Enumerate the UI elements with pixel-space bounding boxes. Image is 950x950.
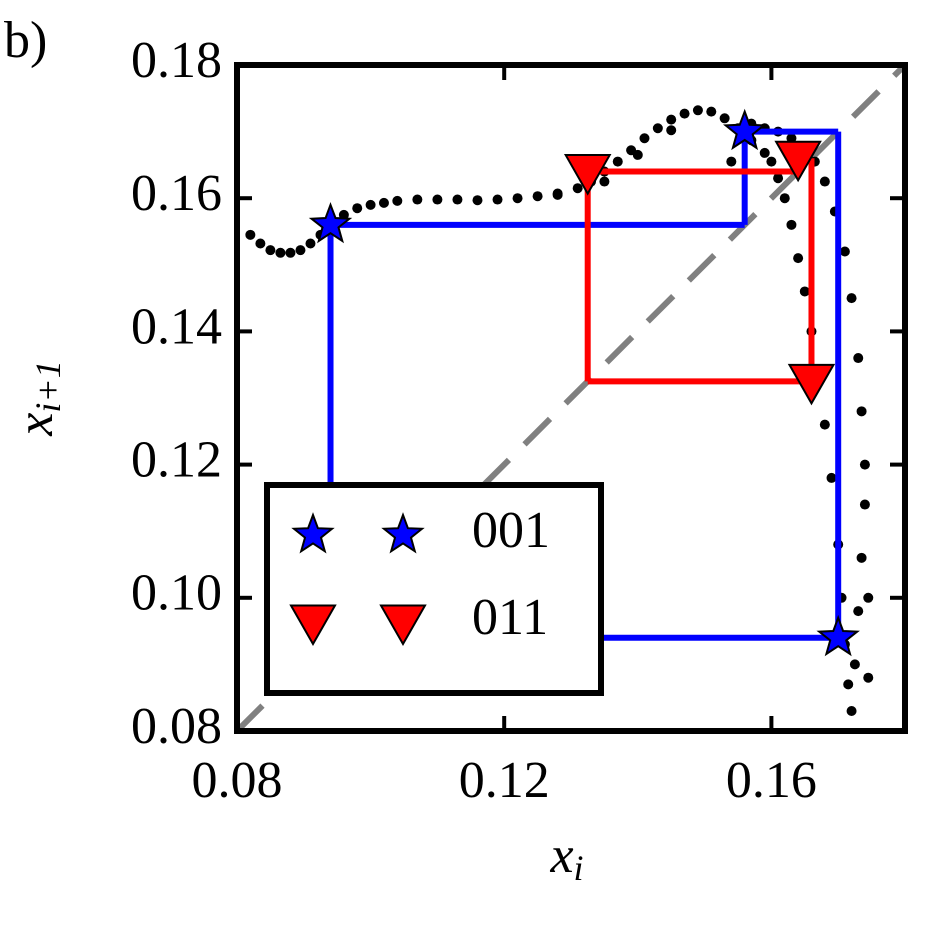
- point: [766, 156, 777, 167]
- legend-label: 001: [472, 502, 550, 559]
- point: [666, 114, 677, 125]
- point: [532, 191, 543, 202]
- point: [856, 552, 867, 563]
- point: [856, 406, 867, 417]
- point: [849, 659, 860, 670]
- y-axis-label-base: x: [7, 413, 64, 437]
- point: [275, 247, 286, 258]
- point: [632, 149, 643, 160]
- x-tick-label: 0.16: [726, 752, 817, 809]
- y-axis-label: xi+1: [7, 360, 68, 436]
- point: [779, 193, 790, 204]
- point: [863, 592, 874, 603]
- point: [432, 194, 443, 205]
- legend-label: 011: [472, 589, 548, 646]
- point: [492, 194, 503, 205]
- point: [679, 108, 690, 119]
- point: [826, 472, 837, 483]
- y-axis-label-sub: i+1: [28, 360, 68, 412]
- point: [706, 106, 717, 117]
- diagonal: [234, 62, 908, 734]
- point: [839, 246, 850, 257]
- point: [863, 672, 874, 683]
- plot-area: 0.080.100.120.140.160.180.08 0.12 0.160010…: [131, 32, 908, 809]
- point: [843, 679, 854, 690]
- y-tick-label: 0.12: [131, 432, 222, 489]
- triangle-marker: [787, 363, 836, 406]
- point: [512, 193, 523, 204]
- point: [295, 245, 306, 256]
- point: [853, 606, 864, 617]
- legend-marker: [289, 604, 337, 647]
- x-tick-label: 0.08: [192, 752, 283, 809]
- point: [392, 195, 403, 206]
- legend-marker: [381, 512, 425, 554]
- x-axis-label-base: x: [549, 827, 573, 884]
- point: [285, 247, 296, 258]
- x-axis-label-sub: i: [574, 848, 584, 888]
- plot-frame: [234, 62, 908, 734]
- point: [726, 156, 737, 167]
- point: [265, 245, 276, 256]
- point: [365, 199, 376, 210]
- point: [859, 499, 870, 510]
- star-marker: [816, 614, 860, 657]
- y-tick-label: 0.08: [131, 698, 222, 755]
- point: [719, 113, 730, 124]
- point: [245, 229, 256, 240]
- point: [305, 238, 316, 249]
- y-tick-label: 0.16: [131, 165, 222, 222]
- point: [846, 706, 857, 717]
- point: [552, 189, 563, 200]
- legend-box: [264, 482, 604, 696]
- point: [786, 219, 797, 230]
- point: [599, 176, 610, 187]
- point: [846, 293, 857, 304]
- point: [819, 419, 830, 430]
- point: [639, 133, 650, 144]
- legend: 001 011: [264, 482, 604, 696]
- x-axis-label: xi: [549, 827, 583, 888]
- x-tick-label: 0.12: [459, 752, 550, 809]
- point: [452, 194, 463, 205]
- point: [352, 203, 363, 214]
- point: [652, 123, 663, 134]
- point: [859, 459, 870, 470]
- y-tick-label: 0.18: [131, 32, 222, 89]
- point: [666, 125, 677, 136]
- point: [378, 197, 389, 208]
- point: [759, 147, 770, 158]
- point: [853, 353, 864, 364]
- point: [255, 238, 266, 249]
- triangle-marker: [563, 154, 612, 196]
- legend-marker: [379, 604, 427, 647]
- legend-marker: [291, 512, 335, 554]
- y-tick-label: 0.10: [131, 565, 222, 622]
- point: [819, 176, 830, 187]
- point: [793, 253, 804, 264]
- point: [612, 156, 623, 167]
- point: [412, 194, 423, 205]
- point: [799, 286, 810, 297]
- star-marker: [308, 201, 353, 244]
- point: [572, 183, 583, 194]
- point: [773, 173, 784, 184]
- point: [692, 105, 703, 116]
- y-tick-label: 0.14: [131, 298, 222, 355]
- triangle-marker: [774, 140, 822, 183]
- point: [472, 195, 483, 206]
- panel-label: b): [4, 12, 47, 69]
- star-marker: [722, 108, 767, 151]
